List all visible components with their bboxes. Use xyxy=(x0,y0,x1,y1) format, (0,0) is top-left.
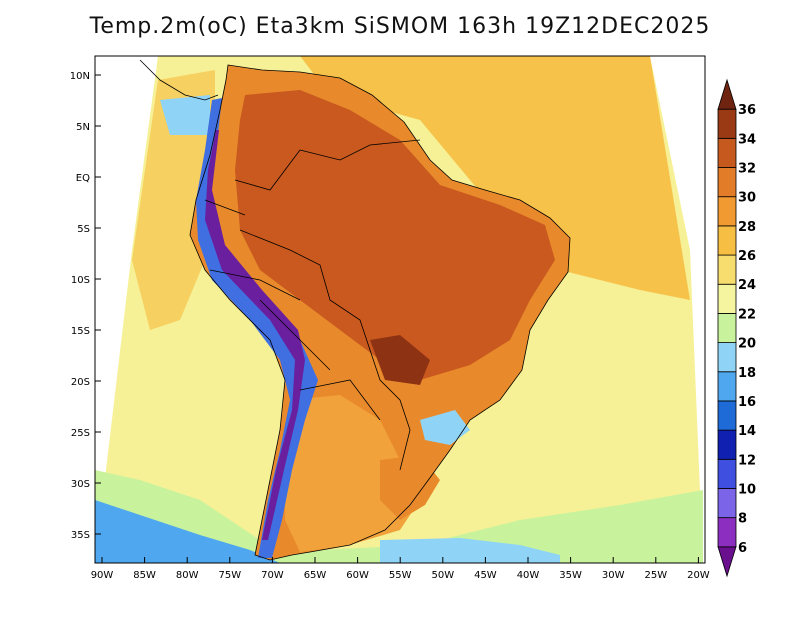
lon-tick-label: 80W xyxy=(176,570,199,581)
lat-tick-label: 10N xyxy=(70,71,90,82)
colorbar-label: 8 xyxy=(738,512,747,527)
colorbar-swatch xyxy=(717,78,737,110)
lat-tick-label: 5N xyxy=(76,122,90,133)
colorbar-swatch xyxy=(717,400,737,431)
lon-tick-label: 20W xyxy=(687,570,710,581)
colorbar-label: 18 xyxy=(738,366,756,381)
hot-interior xyxy=(235,90,555,380)
colorbar-swatch xyxy=(717,108,737,139)
latitude-axis: 10N 5N EQ 5S 10S 15S 20S 25S 30S 35S xyxy=(70,71,101,541)
map-title: Temp.2m(oC) Eta3km SiSMOM 163h 19Z12DEC2… xyxy=(89,14,711,39)
colorbar-label: 16 xyxy=(738,395,756,410)
lon-tick-label: 25W xyxy=(644,570,667,581)
colorbar-label: 34 xyxy=(738,132,756,147)
southern-cool-water xyxy=(95,470,703,563)
colorbar-swatch xyxy=(717,196,737,227)
colorbar-swatch xyxy=(717,342,737,373)
colorbar-swatch xyxy=(717,313,737,343)
lat-tick-label: 10S xyxy=(71,275,90,286)
andes-coldest xyxy=(205,130,305,540)
colorbar-swatch xyxy=(717,371,737,402)
lon-tick-label: 30W xyxy=(602,570,625,581)
colorbar: 6 8 10 12 14 16 18 20 22 24 26 28 30 32 34 36 xyxy=(717,78,756,578)
lon-tick-label: 60W xyxy=(346,570,369,581)
lat-tick-label: 5S xyxy=(77,224,90,235)
lat-tick-label: 25S xyxy=(71,428,90,439)
colorbar-swatch xyxy=(717,488,737,519)
temperature-field xyxy=(95,56,705,563)
colorbar-swatch xyxy=(717,254,737,285)
colorbar-label: 36 xyxy=(738,103,756,118)
southeast-cool-patch xyxy=(420,410,470,445)
colorbar-label: 14 xyxy=(738,424,756,439)
colorbar-label: 10 xyxy=(738,482,756,497)
southern-cold-water xyxy=(95,500,280,563)
southern-cone xyxy=(285,395,420,552)
longitude-axis: 90W 85W 80W 75W 70W 65W 60W 55W 50W 45W 40W 35W 30W 2… xyxy=(91,557,710,581)
hottest-core xyxy=(370,335,430,385)
atlantic-cool-strip xyxy=(380,538,560,563)
colorbar-label: 22 xyxy=(738,307,756,322)
lat-tick-label: 35S xyxy=(71,530,90,541)
lon-tick-label: 55W xyxy=(389,570,412,581)
lon-tick-label: 90W xyxy=(91,570,114,581)
colorbar-swatch xyxy=(717,137,737,168)
colorbar-swatch xyxy=(717,283,737,314)
colorbar-label: 20 xyxy=(738,337,756,352)
lon-tick-label: 70W xyxy=(261,570,284,581)
borders xyxy=(139,59,571,561)
uruguay-warm xyxy=(380,455,440,520)
colorbar-swatch xyxy=(717,546,737,578)
colorbar-swatch xyxy=(717,429,737,460)
colorbar-label: 30 xyxy=(738,191,756,206)
lon-tick-label: 85W xyxy=(133,570,156,581)
lon-tick-label: 45W xyxy=(474,570,497,581)
colorbar-swatch xyxy=(717,167,737,198)
colorbar-label: 28 xyxy=(738,220,756,235)
lon-tick-label: 50W xyxy=(431,570,454,581)
colorbar-label: 32 xyxy=(738,162,756,177)
warm-ocean-region xyxy=(300,56,690,300)
colorbar-label: 26 xyxy=(738,249,756,264)
lon-tick-label: 75W xyxy=(218,570,241,581)
lat-tick-label: 30S xyxy=(71,479,90,490)
cool-pacific-patch xyxy=(160,95,210,135)
lat-tick-label: 20S xyxy=(71,377,90,388)
lon-tick-label: 40W xyxy=(517,570,540,581)
coastline xyxy=(189,64,571,561)
central-america xyxy=(139,59,219,101)
lon-tick-label: 35W xyxy=(559,570,582,581)
colorbar-swatch xyxy=(717,225,737,256)
colorbar-label: 24 xyxy=(738,278,756,293)
andean-borders xyxy=(204,149,381,421)
lat-tick-label: EQ xyxy=(76,173,90,184)
colorbar-swatch xyxy=(717,458,737,489)
colorbar-label: 6 xyxy=(738,541,747,556)
colorbar-label: 12 xyxy=(738,453,756,468)
brazil-border xyxy=(239,139,421,471)
lat-tick-label: 15S xyxy=(71,326,90,337)
lon-tick-label: 65W xyxy=(304,570,327,581)
colorbar-swatch xyxy=(717,517,737,548)
